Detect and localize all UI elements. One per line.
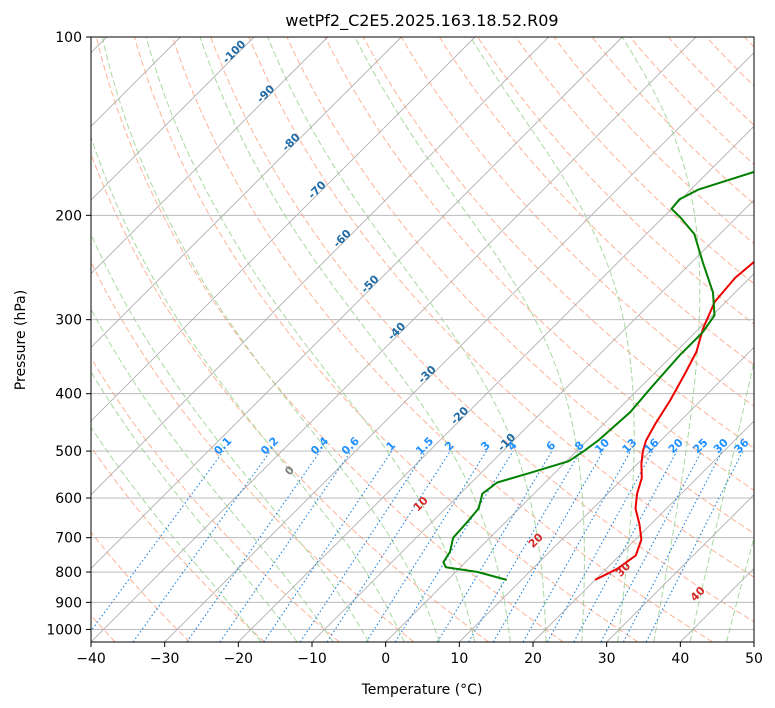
- isotherm-line: [532, 420, 754, 642]
- chart-title: wetPf2_C2E5.2025.163.18.52.R09: [285, 11, 558, 31]
- moist-adiabat-line: [91, 426, 262, 642]
- mixing-ratio-line: [365, 450, 487, 642]
- y-tick-label: 900: [55, 595, 82, 611]
- isotherm-line: [238, 125, 754, 642]
- moist-adiabat-line: [101, 37, 440, 642]
- x-tick-label: 0: [381, 651, 390, 667]
- isotherm-line: [91, 37, 623, 569]
- moist-adiabat-line: [91, 370, 298, 642]
- moist-adiabat-line: [689, 358, 754, 642]
- y-axis-label: Pressure (hPa): [13, 290, 29, 390]
- dry-adiabat-line: [438, 37, 754, 366]
- isotherm-line: [164, 52, 754, 642]
- moist-adiabat-line: [199, 37, 511, 642]
- moist-adiabat-line: [621, 37, 701, 642]
- x-tick-label: 30: [598, 651, 616, 667]
- dry-adiabat-line: [91, 356, 340, 642]
- y-tick-label: 700: [55, 531, 82, 547]
- y-tick-label: 600: [55, 491, 82, 507]
- isotherm-line: [606, 494, 754, 642]
- isotherm-line: [91, 37, 402, 348]
- y-tick-label: 1000: [46, 622, 82, 638]
- dry-adiabat-line: [91, 446, 265, 642]
- dry-adiabat-line: [286, 37, 754, 535]
- moist-adiabat-line: [91, 135, 405, 642]
- x-tick-label: −10: [297, 651, 327, 667]
- mixing-ratio-line: [186, 450, 321, 642]
- dry-adiabat-line: [133, 37, 639, 642]
- isotherm-line: [753, 641, 754, 642]
- dry-adiabat-line: [95, 37, 564, 642]
- tick-layer: −40 −30 −20 −10 0 10 20 30 40 50 100 200 300 400 500 60…: [46, 30, 763, 667]
- mixing-ratio-line: [436, 450, 553, 642]
- x-tick-label: 20: [524, 651, 542, 667]
- y-tick-label: 400: [55, 387, 82, 403]
- grid-layer: [91, 37, 754, 642]
- dry-adiabat-line: [515, 37, 754, 285]
- dry-adiabat-line: [210, 37, 754, 623]
- dry-adiabat-line: [248, 37, 754, 578]
- dry-adiabat-line: [91, 531, 191, 642]
- plot-background: [91, 37, 754, 642]
- mixing-ratio-line: [573, 450, 678, 642]
- isotherm-line: [91, 37, 328, 275]
- moist-adiabat-line: [145, 37, 476, 642]
- x-tick-label: −40: [76, 651, 106, 667]
- x-axis-label: Temperature (°C): [361, 682, 483, 698]
- plot-frame: [90, 36, 755, 643]
- isotherm-line: [311, 199, 754, 642]
- dry-adiabat-line: [172, 37, 713, 642]
- dry-adiabat-line: [362, 37, 754, 449]
- moist-adiabat-line: [91, 232, 370, 642]
- mixing-ratio-line: [492, 450, 604, 642]
- y-tick-label: 100: [55, 30, 82, 46]
- isotherm-line: [91, 37, 255, 201]
- isotherm-line: [385, 273, 754, 642]
- y-tick-label: 500: [55, 444, 82, 460]
- isotherm-line: [459, 346, 754, 642]
- dewpoint-profile-line: [442, 170, 754, 581]
- dry-adiabat-line: [91, 152, 489, 642]
- x-tick-label: −20: [224, 651, 254, 667]
- dry-adiabat-line: [400, 37, 754, 407]
- y-tick-label: 200: [55, 208, 82, 224]
- mixing-ratio-line: [522, 450, 631, 642]
- x-tick-label: −30: [150, 651, 180, 667]
- x-tick-label: 10: [450, 651, 468, 667]
- isotherm-line: [91, 37, 697, 642]
- isotherm-line: [91, 37, 549, 496]
- x-tick-label: 50: [745, 651, 763, 667]
- moist-adiabat-line: [354, 37, 585, 642]
- mixing-ratio-line: [546, 450, 654, 642]
- isotherm-line: [91, 37, 476, 422]
- mixing-ratio-line: [326, 450, 451, 642]
- y-tick-label: 300: [55, 313, 82, 329]
- mixing-ratio-line: [219, 450, 352, 642]
- y-tick-label: 800: [55, 565, 82, 581]
- moist-adiabat-line: [267, 37, 547, 642]
- x-tick-label: 40: [671, 651, 689, 667]
- temperature-profile-line: [594, 260, 754, 581]
- mixing-ratio-line: [468, 450, 581, 642]
- data-layer: [442, 170, 754, 581]
- mixing-ratio-line: [394, 450, 514, 642]
